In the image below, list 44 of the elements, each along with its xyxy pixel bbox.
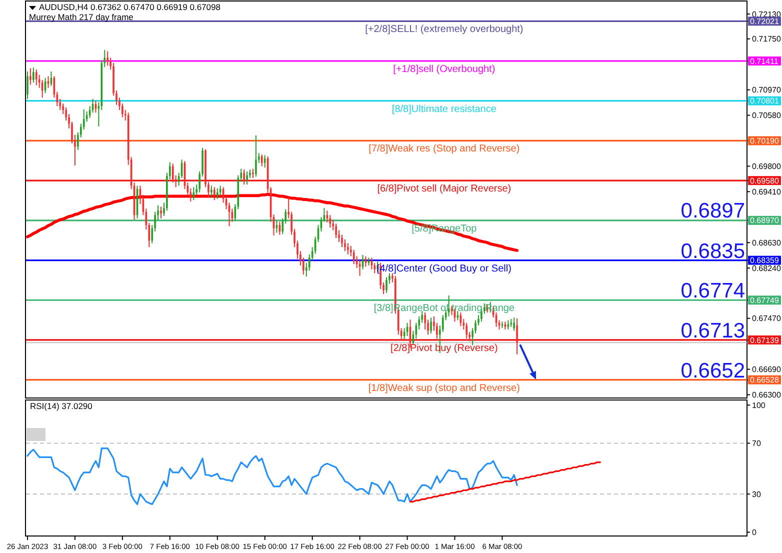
candlestick (347, 243, 349, 254)
chart-title: RSI(14) 37.0290 (30, 401, 93, 411)
annotation: 0.6713 (680, 320, 745, 343)
ref-line-label: [1/8]Weak sup (stop and Reverse) (368, 382, 520, 394)
ref-line-label: [7/8]Weak res (Stop and Reverse) (368, 144, 520, 155)
y-tick-label: 0.68240 (752, 264, 782, 273)
ref-line-label: [+1/8]sell (Overbought) (393, 64, 496, 76)
annotation: 0.6897 (680, 199, 745, 222)
y-tick-label: 0.67470 (752, 314, 782, 324)
annotation: 0.6835 (680, 240, 745, 263)
line-series (409, 461, 601, 502)
y-tick-label: 30 (752, 490, 762, 499)
y-tick-label: 70 (752, 439, 762, 448)
candlestick (252, 168, 254, 178)
y-tick-label: 0 (752, 528, 757, 537)
y-tick-label: 0.68359 (750, 256, 780, 266)
y-tick-label: 0.69800 (752, 162, 782, 171)
y-tick-label: 0.72130 (752, 10, 782, 19)
y-tick-label: 0.70190 (750, 136, 780, 146)
y-tick-label: 0.66300 (752, 390, 782, 400)
y-tick-label: 0.67139 (750, 336, 780, 345)
y-tick-label: 0.69580 (750, 176, 780, 186)
y-tick-label: 0.70801 (750, 96, 780, 106)
ref-line-label: [+2/8]SELL! (extremely overbought) (365, 24, 524, 36)
line-series (26, 192, 519, 252)
y-tick-label: 0.68970 (750, 216, 780, 226)
y-tick-label: 0.66528 (750, 376, 780, 385)
chart-title: AUDUSD,H4 0.67362 0.67470 0.66919 0.67098 (39, 2, 221, 12)
y-tick-label: 0.70970 (752, 86, 782, 95)
y-tick-label: 0.69410 (752, 187, 782, 196)
y-tick-label: 100 (752, 400, 766, 410)
y-tick-label: 0.66690 (752, 365, 782, 374)
line-series (26, 448, 518, 506)
text: Murrey Math 217 day frame (29, 12, 134, 22)
y-tick-label: 0.70580 (752, 111, 782, 120)
y-tick-label: 0.71411 (750, 56, 779, 66)
y-tick-label: 0.71750 (752, 34, 782, 44)
annotation: 0.6652 (680, 359, 745, 382)
annotation: 0.6774 (680, 280, 746, 303)
ref-line-label: [6/8]Pivot sell (Major Reverse) (377, 184, 512, 195)
y-tick-label: 0.72021 (750, 16, 780, 26)
y-tick-label: 0.68630 (752, 238, 782, 248)
y-tick-label: 0.67749 (750, 296, 780, 305)
ref-line-label: [8/8]Ultimate resistance (392, 104, 497, 115)
